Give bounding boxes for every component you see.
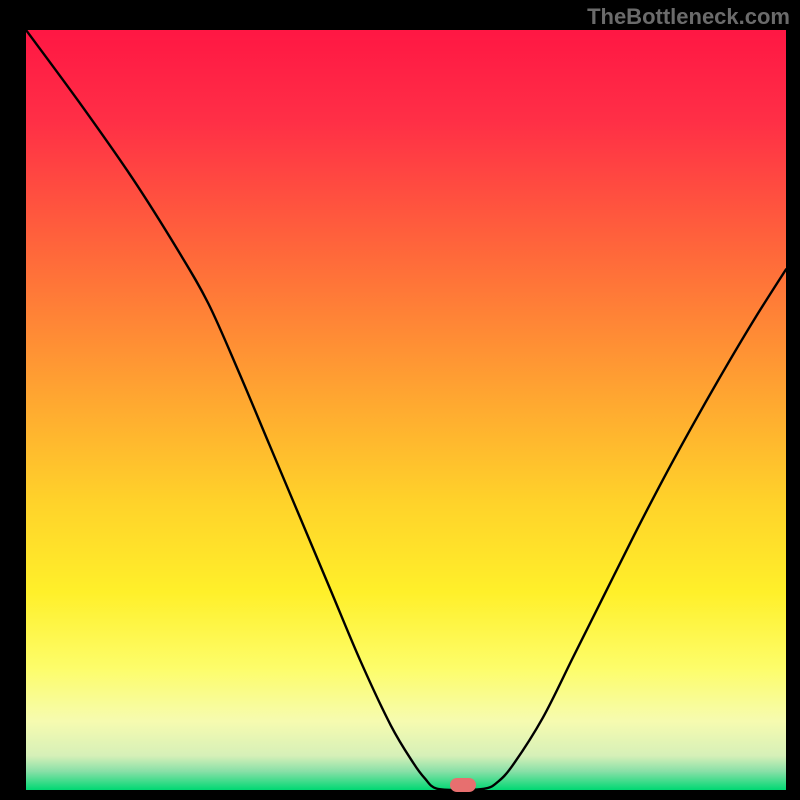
plot-area <box>26 30 786 790</box>
bottleneck-curve <box>26 30 786 790</box>
watermark-text: TheBottleneck.com <box>587 4 790 30</box>
optimal-point-marker <box>450 778 476 792</box>
chart-container: TheBottleneck.com <box>0 0 800 800</box>
